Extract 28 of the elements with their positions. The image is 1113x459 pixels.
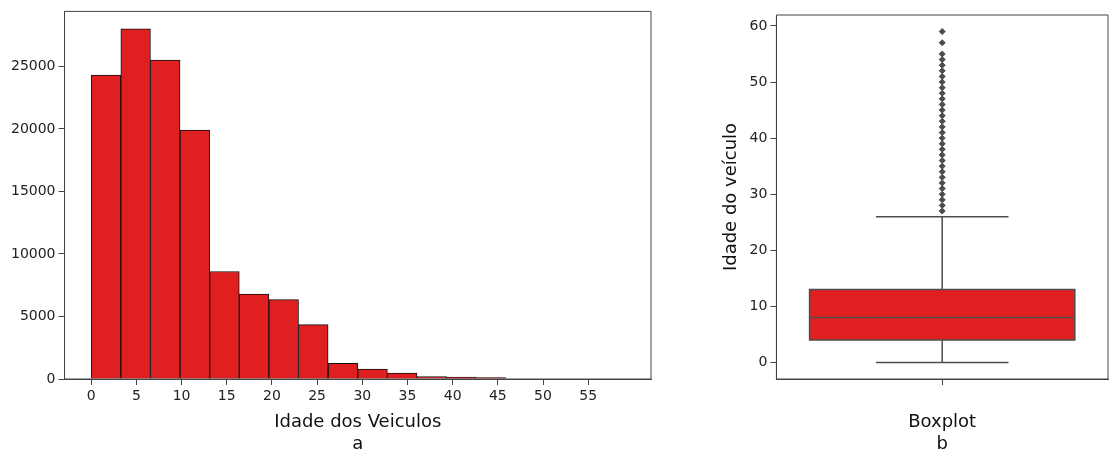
- x-tick-label: 10: [172, 387, 191, 404]
- y-tick-label: 20000: [10, 119, 56, 136]
- y-tick-label: 40: [749, 128, 768, 145]
- x-tick-label: 40: [443, 387, 462, 404]
- y-tick-label: 25000: [10, 57, 56, 74]
- y-tick-label: 30: [749, 184, 768, 201]
- x-tick-label: 5: [131, 387, 141, 404]
- y-tick-label: 5000: [19, 307, 56, 324]
- x-tick-label: 25: [308, 387, 327, 404]
- y-tick-label: 10000: [10, 244, 56, 261]
- x-tick-label: 30: [353, 387, 372, 404]
- x-axis-title: Idade dos Veiculos a: [274, 410, 442, 453]
- x-tick-label: 0: [86, 387, 96, 404]
- y-tick-label: 0: [758, 353, 768, 370]
- x-tick-label: 45: [488, 387, 507, 404]
- y-tick-label: 15000: [10, 182, 56, 199]
- x-tick-label: 15: [217, 387, 236, 404]
- x-tick-label: 55: [579, 387, 598, 404]
- y-tick-label: 60: [749, 16, 768, 33]
- y-tick-label: 0: [46, 369, 56, 386]
- y-tick-label: 50: [749, 72, 768, 89]
- y-axis-title: Idade do veículo: [719, 122, 741, 272]
- y-tick-label: 10: [749, 297, 768, 314]
- x-axis-title: Boxplot b: [908, 410, 977, 453]
- y-tick-label: 20: [749, 240, 768, 257]
- x-tick-label: 35: [398, 387, 417, 404]
- x-tick-label: 50: [534, 387, 552, 404]
- x-tick-label: 20: [263, 387, 281, 404]
